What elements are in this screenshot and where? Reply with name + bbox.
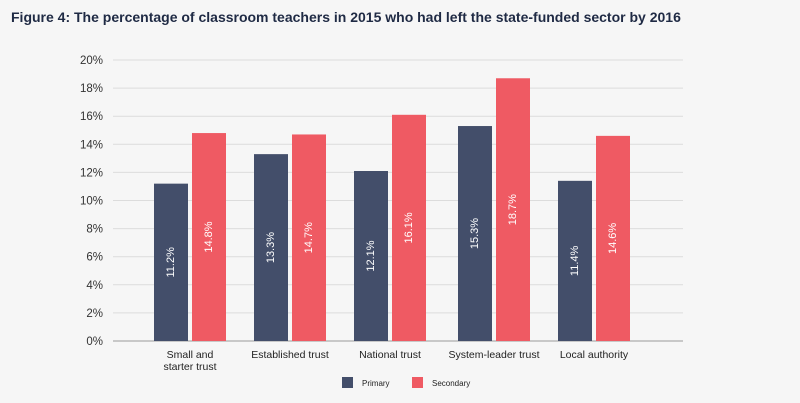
y-tick-label: 10% <box>80 196 103 208</box>
chart-title: Figure 4: The percentage of classroom te… <box>11 9 681 25</box>
data-label: 14.6% <box>607 223 619 254</box>
y-tick-label: 8% <box>86 224 103 236</box>
bar-primary <box>154 183 188 341</box>
bar-secondary <box>392 114 426 341</box>
y-tick-label: 16% <box>80 111 103 123</box>
x-category-label: System-leader trust <box>448 349 539 361</box>
x-category-label: Established trust <box>251 349 329 361</box>
y-tick-label: 20% <box>80 55 103 67</box>
bar-secondary <box>596 135 630 341</box>
legend-swatch-secondary <box>412 377 423 388</box>
data-label: 12.1% <box>365 240 377 271</box>
bar-primary <box>458 126 492 341</box>
bar-secondary <box>496 78 530 341</box>
data-label: 14.7% <box>303 222 315 253</box>
y-tick-label: 12% <box>80 167 103 179</box>
data-label: 11.2% <box>165 247 177 278</box>
y-tick-label: 18% <box>80 83 103 95</box>
bar-primary <box>354 170 388 341</box>
y-tick-label: 2% <box>86 308 103 320</box>
data-label: 16.1% <box>403 212 415 243</box>
y-tick-label: 6% <box>86 252 103 264</box>
legend-label-secondary: Secondary <box>432 379 470 388</box>
legend-swatch-primary <box>342 377 353 388</box>
y-tick-label: 0% <box>86 336 103 348</box>
data-label: 14.8% <box>203 221 215 252</box>
bar-primary <box>254 154 288 341</box>
data-label: 11.4% <box>569 246 581 277</box>
x-category-label: starter trust <box>163 361 216 373</box>
y-tick-label: 14% <box>80 139 103 151</box>
x-category-label: National trust <box>359 349 421 361</box>
x-category-label: Small and <box>167 349 214 361</box>
data-label: 13.3% <box>265 232 277 263</box>
bar-secondary <box>292 134 326 341</box>
bar-primary <box>558 180 592 341</box>
bar-secondary <box>192 133 226 341</box>
y-tick-label: 4% <box>86 280 103 292</box>
data-label: 15.3% <box>469 218 481 249</box>
data-label: 18.7% <box>507 194 519 225</box>
legend-label-primary: Primary <box>362 379 390 388</box>
x-category-label: Local authority <box>560 349 629 361</box>
